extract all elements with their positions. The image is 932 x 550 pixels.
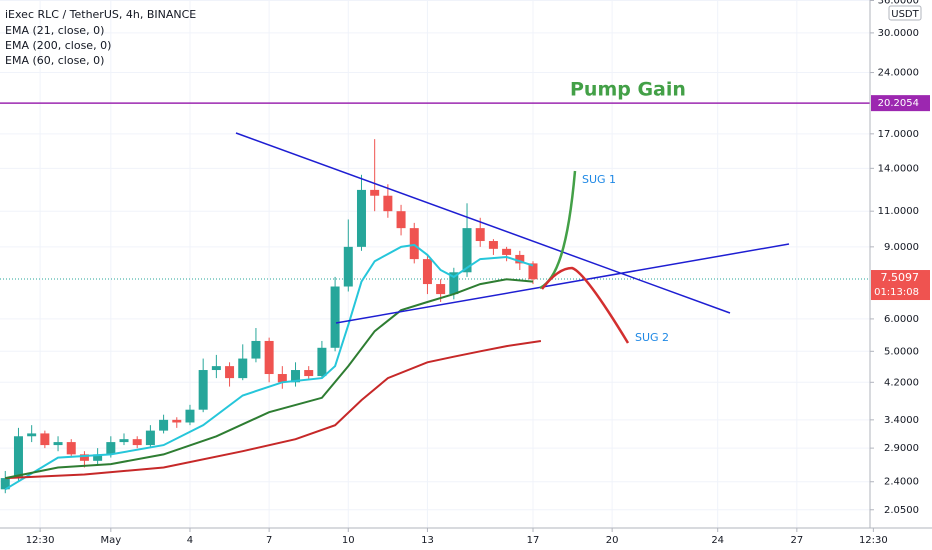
y-tick-label: 2.9000 — [884, 443, 919, 454]
plot-area — [0, 102, 870, 494]
candle-body — [356, 189, 366, 247]
y-tick-label: 30.0000 — [878, 28, 919, 39]
candle-body — [79, 454, 89, 461]
legend: iExec RLC / TetherUS, 4h, BINANCE EMA (2… — [5, 8, 196, 67]
x-tick-label: 7 — [266, 535, 272, 546]
y-tick-label: 17.0000 — [878, 129, 919, 140]
candle-body — [106, 442, 116, 455]
currency-box[interactable] — [888, 5, 922, 21]
countdown: 01:13:08 — [874, 287, 919, 298]
candle-body — [225, 366, 235, 379]
candle-body — [422, 259, 432, 285]
y-tick-label: 9.0000 — [884, 242, 919, 253]
ema-line — [5, 278, 534, 480]
candle-body — [93, 454, 103, 461]
x-tick-label: 12:30 — [26, 535, 55, 546]
x-tick-label: 4 — [187, 535, 193, 546]
y-tick-label: 2.0500 — [884, 505, 919, 516]
candle-body — [343, 246, 353, 287]
y-tick-label: 24.0000 — [878, 68, 919, 79]
candle-body — [330, 286, 340, 348]
candle-body — [475, 228, 485, 242]
candle-body — [159, 419, 169, 431]
candle-body — [238, 358, 248, 379]
candle-body — [251, 340, 261, 359]
currency: USDT — [891, 9, 919, 20]
y-tick-label: 3.4000 — [884, 415, 919, 426]
annotation: SUG 1 — [582, 173, 616, 186]
price-axis — [870, 0, 932, 528]
candle-body — [409, 228, 419, 260]
legend-entry: EMA (60, close, 0) — [5, 54, 104, 67]
x-tick-label: 24 — [711, 535, 724, 546]
candle-body — [211, 366, 221, 371]
x-tick-label: 12:30 — [859, 535, 888, 546]
x-tick-label: 20 — [606, 535, 619, 546]
y-tick-label: 11.0000 — [878, 206, 919, 217]
y-tick-label: 6.0000 — [884, 314, 919, 325]
candle-body — [264, 340, 274, 375]
candle-body — [515, 254, 525, 264]
ema-line — [5, 340, 542, 480]
candle-body — [185, 409, 195, 423]
candle-body — [132, 439, 142, 446]
axis-labels: 36.0000 30.0000 24.0000 17.0000 14.0000 11.00… — [26, 0, 930, 546]
price-label-box — [871, 270, 930, 301]
candle-body — [13, 436, 23, 479]
y-tick-label: 5.0000 — [884, 346, 919, 357]
candle-body — [488, 241, 498, 249]
price-label: 20.2054 — [878, 98, 919, 109]
candle-body — [53, 442, 63, 446]
candle-body — [27, 433, 37, 437]
candle-body — [502, 248, 512, 255]
y-tick-label: 14.0000 — [878, 163, 919, 174]
candle-body — [370, 189, 380, 196]
trend-line — [335, 243, 790, 324]
candle-body — [198, 370, 208, 410]
price-label-box — [871, 95, 930, 112]
legend-entry: EMA (200, close, 0) — [5, 39, 111, 52]
y-tick-label: 36.0000 — [878, 0, 919, 6]
candle-body — [145, 430, 155, 446]
x-tick-label: 27 — [790, 535, 803, 546]
chart-title: iExec RLC / TetherUS, 4h, BINANCE — [5, 8, 196, 21]
x-tick-label: 10 — [342, 535, 355, 546]
candle-body — [40, 433, 50, 446]
annotation: SUG 2 — [635, 331, 669, 344]
candle-body — [317, 347, 327, 377]
scenario-path — [541, 266, 630, 344]
candle-body — [436, 284, 446, 295]
candle-body — [277, 374, 287, 383]
legend-entry: EMA (21, close, 0) — [5, 24, 104, 37]
candle-body — [66, 442, 76, 455]
candle-body — [0, 478, 10, 490]
candle-body — [383, 195, 393, 212]
price-label: 7.5097 — [881, 271, 920, 284]
x-tick-label: May — [100, 535, 121, 546]
candle-body — [528, 263, 538, 280]
candle-body — [291, 370, 301, 383]
trend-line — [235, 132, 731, 314]
x-tick-label: 13 — [421, 535, 434, 546]
candle-body — [449, 272, 459, 295]
y-tick-label: 2.4000 — [884, 477, 919, 488]
y-tick-label: 4.2000 — [884, 377, 919, 388]
ema-line — [4, 243, 534, 491]
candle-body — [172, 419, 182, 423]
candle-body — [396, 211, 406, 229]
annotation: Pump Gain — [570, 79, 686, 101]
x-tick-label: 17 — [527, 535, 540, 546]
candle-body — [462, 228, 472, 273]
candle-body — [304, 370, 314, 377]
candle-body — [119, 439, 129, 443]
